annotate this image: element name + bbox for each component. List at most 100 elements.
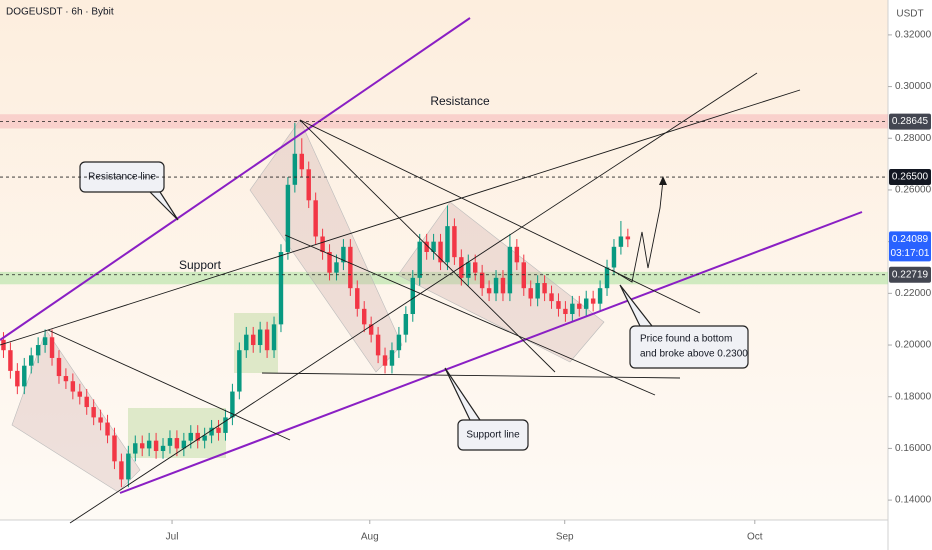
x-tick-label: Sep bbox=[556, 532, 574, 543]
candle-body bbox=[514, 246, 520, 263]
candle-body bbox=[597, 288, 603, 304]
candle-body bbox=[417, 241, 422, 278]
x-tick-label: Oct bbox=[747, 532, 763, 543]
y-tick-label: 0.18000 bbox=[895, 391, 932, 402]
candle-body bbox=[1, 339, 6, 351]
candle-body bbox=[368, 324, 374, 335]
candle-body bbox=[459, 257, 464, 278]
candle-body bbox=[278, 251, 284, 325]
candle-body bbox=[563, 308, 568, 315]
candle-body bbox=[431, 241, 436, 252]
candle-body bbox=[42, 337, 48, 346]
candle-body bbox=[410, 277, 416, 315]
time-axis-background bbox=[0, 520, 888, 550]
candle-body bbox=[348, 246, 353, 289]
trendline bbox=[299, 119, 701, 314]
projection-arrowhead bbox=[659, 176, 667, 185]
candle-body bbox=[507, 246, 513, 294]
candle-body bbox=[479, 272, 485, 289]
trendline bbox=[261, 372, 681, 379]
price-label-box bbox=[889, 113, 931, 130]
candle-body bbox=[70, 381, 76, 392]
trendlines bbox=[0, 17, 863, 524]
axis-unit: USDT bbox=[896, 9, 923, 20]
candle-body bbox=[209, 427, 214, 436]
candle-body bbox=[355, 288, 360, 309]
y-tick-label: 0.30000 bbox=[895, 81, 932, 92]
candle-body bbox=[195, 432, 200, 441]
candle-body bbox=[438, 241, 443, 263]
x-tick-label: Jul bbox=[166, 532, 179, 543]
projection-path bbox=[611, 179, 664, 283]
price-label: 0.28645 bbox=[892, 116, 929, 127]
candle-body bbox=[133, 443, 138, 454]
candle-body bbox=[77, 391, 83, 397]
candle-body bbox=[500, 277, 506, 294]
candle-body bbox=[382, 355, 388, 366]
candle-body bbox=[112, 435, 117, 462]
candle-body bbox=[230, 391, 235, 418]
candle-body bbox=[327, 251, 332, 273]
candle-body bbox=[625, 236, 631, 240]
candle-body bbox=[28, 355, 34, 366]
callout-pointer bbox=[444, 367, 481, 421]
y-tick-label: 0.14000 bbox=[895, 495, 932, 506]
y-tick-label: 0.26000 bbox=[895, 185, 932, 196]
candle-body bbox=[105, 422, 110, 436]
plot-background bbox=[0, 0, 888, 520]
callout-pointer bbox=[619, 284, 653, 327]
candle-body bbox=[119, 461, 124, 480]
candle-body bbox=[35, 345, 41, 356]
candle-body bbox=[452, 226, 457, 258]
candle-body bbox=[618, 236, 624, 247]
candle-body bbox=[167, 438, 173, 446]
candle-body bbox=[216, 427, 221, 433]
trendline bbox=[47, 329, 291, 441]
chart-title: DOGEUSDT · 6h · Bybit bbox=[6, 7, 114, 18]
candle-body bbox=[223, 417, 228, 433]
price-label-box bbox=[889, 169, 931, 186]
candle-body bbox=[49, 337, 55, 358]
flag-box bbox=[11, 329, 141, 493]
annotation: Resistance bbox=[430, 94, 490, 108]
candle-body bbox=[15, 370, 20, 387]
candle-body bbox=[202, 435, 207, 441]
candle-body bbox=[91, 407, 96, 418]
y-tick-label: 0.16000 bbox=[895, 443, 932, 454]
candle-body bbox=[521, 262, 527, 289]
candle-body bbox=[549, 293, 554, 302]
trendline bbox=[284, 234, 656, 396]
x-tick-label: Aug bbox=[361, 532, 379, 543]
candle-body bbox=[445, 226, 450, 263]
candle-body bbox=[299, 153, 305, 170]
candle-body bbox=[146, 440, 152, 449]
trendline bbox=[69, 72, 758, 524]
candle-body bbox=[396, 334, 402, 351]
candle-body bbox=[604, 267, 610, 289]
candle-body bbox=[160, 445, 166, 451]
candle-body bbox=[493, 277, 499, 294]
candle-body bbox=[292, 153, 298, 185]
trendline bbox=[299, 119, 556, 373]
candle-body bbox=[84, 396, 89, 408]
candle-body bbox=[320, 236, 325, 252]
candle-body bbox=[361, 308, 367, 325]
candle-body bbox=[334, 262, 339, 273]
candle-body bbox=[486, 288, 492, 294]
callout-box bbox=[629, 325, 749, 369]
y-tick-label: 0.20000 bbox=[895, 340, 932, 351]
candle-body bbox=[375, 334, 381, 356]
callout-box bbox=[457, 419, 529, 451]
countdown: 03:17:01 bbox=[891, 248, 930, 259]
candle-body bbox=[250, 334, 256, 346]
annotation: Price found a bottom bbox=[640, 334, 732, 345]
candle-body bbox=[174, 438, 180, 449]
candle-body bbox=[611, 246, 617, 268]
candle-body bbox=[237, 350, 242, 392]
candle-body bbox=[98, 417, 103, 423]
candle-body bbox=[126, 453, 131, 480]
candle-body bbox=[472, 262, 478, 273]
candle-body bbox=[313, 200, 318, 237]
price-label-box bbox=[889, 231, 931, 262]
candle-body bbox=[466, 262, 471, 278]
